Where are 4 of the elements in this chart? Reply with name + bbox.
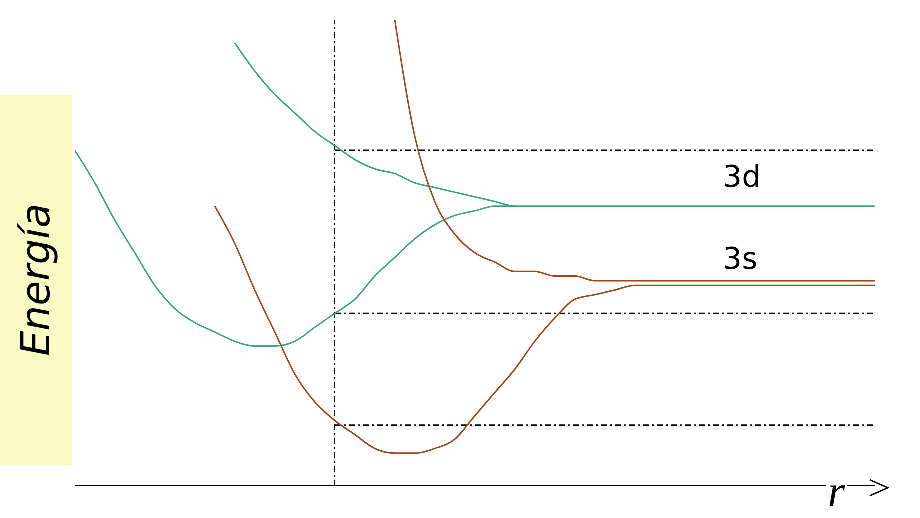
y-axis-title: Energía [13,204,60,356]
annotation: 3d [723,160,762,195]
annotation: 3s [723,242,758,277]
x-axis-title: r [826,467,848,516]
